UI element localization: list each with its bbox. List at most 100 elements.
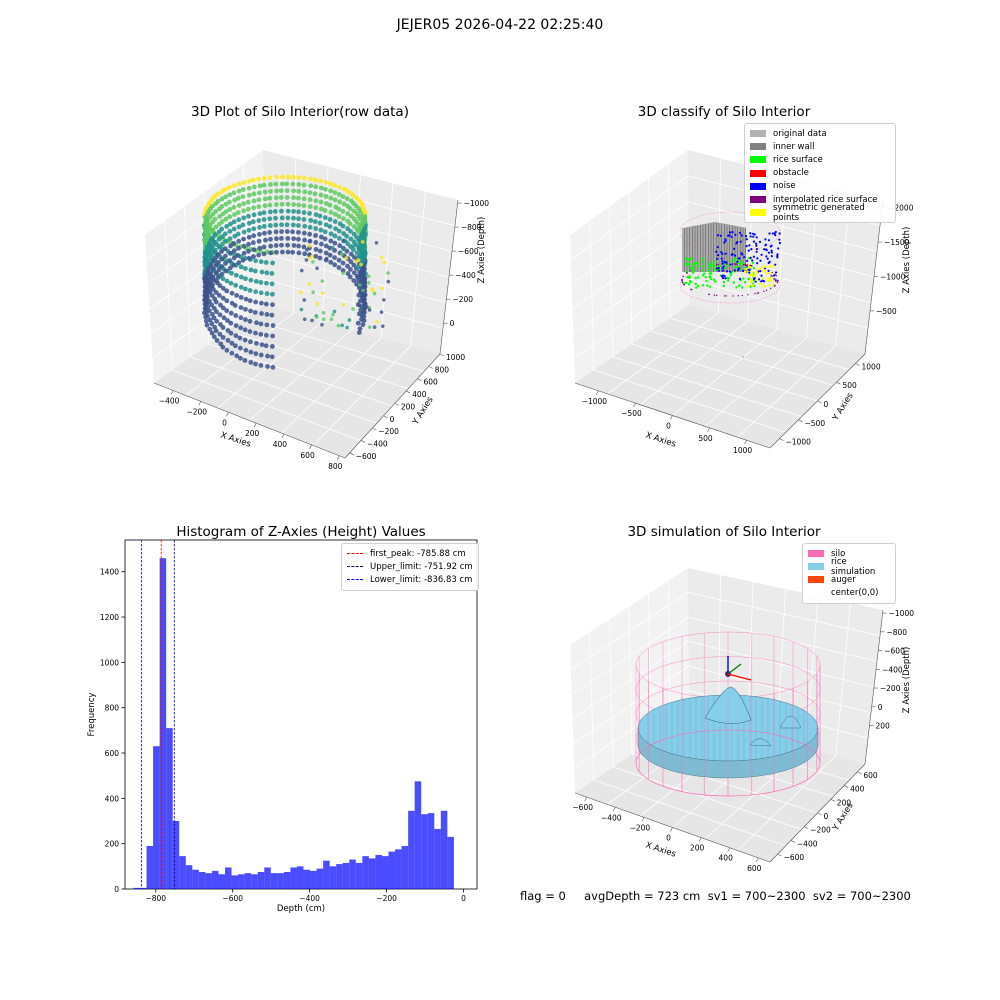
legend-item: auger <box>808 573 890 586</box>
rice-surface-point <box>685 263 689 266</box>
y-tick <box>790 840 796 843</box>
scatter-point <box>208 278 214 283</box>
interpolated-point <box>689 270 692 272</box>
scatter-point <box>224 308 230 314</box>
scatter-point <box>382 298 386 302</box>
noise-point <box>770 249 773 252</box>
noise-point <box>778 241 781 245</box>
y-tick <box>394 403 400 406</box>
histogram-bar <box>257 872 265 889</box>
rice-surface-point <box>688 275 691 278</box>
interpolated-point <box>741 294 743 297</box>
legend-item: noise <box>750 180 890 193</box>
y-tick <box>798 419 803 423</box>
scatter-point <box>336 206 342 212</box>
scatter-point <box>237 335 243 341</box>
scatter-point <box>332 240 338 246</box>
scatter-point <box>210 266 216 272</box>
interpolated-point <box>691 288 693 291</box>
scatter-point <box>340 223 346 229</box>
noise-point <box>749 256 752 259</box>
noise-point <box>755 248 759 251</box>
scatter-point <box>233 282 239 288</box>
scatter-point <box>386 271 390 275</box>
scatter-point <box>228 320 234 326</box>
z-tick-label: −200 <box>452 295 473 304</box>
scatter-point <box>204 261 210 266</box>
scatter-point <box>256 218 262 223</box>
x-tick <box>698 837 702 842</box>
scatter-point <box>317 213 323 219</box>
scatter-point <box>284 222 290 228</box>
scatter-point <box>227 258 233 263</box>
scatter-point <box>361 300 367 306</box>
scatter-point <box>215 191 221 197</box>
scatter-point <box>359 262 363 267</box>
rice-surface-point <box>697 265 700 268</box>
scatter-point <box>209 302 215 308</box>
y-tick-label: −600 <box>784 853 805 862</box>
scatter-point <box>301 182 307 188</box>
histogram-bar <box>172 821 180 889</box>
rice-surface-point <box>710 264 713 267</box>
scatter-point <box>284 188 290 194</box>
scatter-point <box>261 217 267 222</box>
scatter-point <box>217 214 222 219</box>
scatter-point <box>340 260 346 266</box>
legend-item: Upper_limit: -751.92 cm <box>347 560 473 573</box>
scatter-point <box>265 353 270 359</box>
noise-point <box>777 247 780 250</box>
scatter-point <box>238 284 244 290</box>
scatter-point <box>219 226 225 232</box>
scatter-point <box>253 299 259 305</box>
histogram-bar <box>434 828 441 889</box>
legend-item: silo <box>808 547 890 560</box>
scatter-point <box>321 317 326 322</box>
legend-item: symmetric generated points <box>750 203 890 223</box>
scatter-point <box>269 344 275 349</box>
scatter-point <box>240 222 246 228</box>
rice-surface-point <box>697 276 700 279</box>
scatter-point <box>250 219 256 225</box>
scatter-point <box>253 278 259 284</box>
noise-point <box>737 267 741 270</box>
interpolated-point <box>746 264 749 266</box>
scatter-point <box>264 322 270 328</box>
x-tick-label: −200 <box>376 894 397 903</box>
x-tick <box>744 440 747 445</box>
scatter-point <box>301 244 307 250</box>
scatter-point <box>237 345 243 351</box>
raw-scatter-3d-plot: −400 −200 0 200 400 600 800 −600 −400 −200 0 200 400… <box>145 150 489 471</box>
scatter-point <box>318 227 324 233</box>
noise-point <box>736 260 739 263</box>
x-tick <box>756 857 759 862</box>
scatter-point <box>251 247 257 253</box>
z-axis-label: Z Axies (Depth) <box>902 647 912 714</box>
scatter-point <box>327 252 333 258</box>
scatter-point <box>257 211 263 216</box>
noise-point <box>724 277 727 280</box>
noise-point <box>749 235 752 238</box>
interpolated-point <box>682 282 684 284</box>
rice-surface-point <box>693 261 696 265</box>
scatter-point <box>236 217 242 223</box>
histogram-bar <box>264 867 271 889</box>
scatter-point <box>270 323 276 328</box>
scatter-point <box>344 188 350 194</box>
scatter-point <box>253 289 259 295</box>
histogram-bar <box>283 872 291 889</box>
scatter-point <box>258 321 264 327</box>
interpolated-point <box>754 292 756 295</box>
scatter-point <box>247 288 253 293</box>
scatter-point <box>290 181 296 187</box>
z-tick-label: −1500 <box>884 238 910 247</box>
scatter-point <box>229 300 235 306</box>
histogram-bar <box>277 873 284 889</box>
scatter-point <box>256 197 262 203</box>
scatter-point <box>332 211 338 217</box>
scatter-point <box>313 240 319 245</box>
scatter-point <box>223 253 228 259</box>
scatter-point <box>227 236 233 242</box>
scatter-point <box>241 180 247 185</box>
histogram-plot-area: −800 −600 −400 −200 0 0 200 400 600 800 1000 1200 14… <box>87 539 478 914</box>
